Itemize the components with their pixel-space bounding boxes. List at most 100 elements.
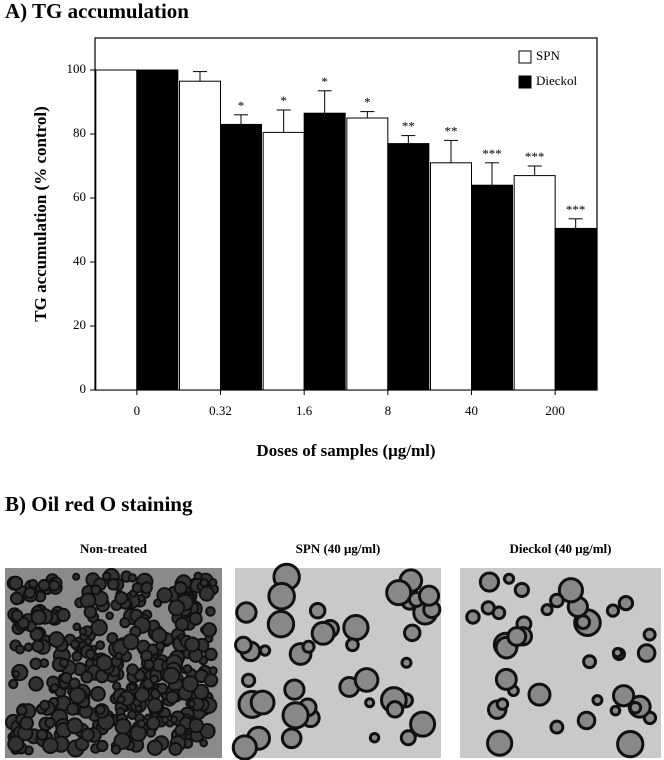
y-tick-label: 60 [73,189,86,204]
lipid-droplet [90,686,106,702]
lipid-droplet [156,587,173,604]
lipid-droplet [128,683,137,692]
lipid-droplet [385,579,413,607]
lipid-droplet [105,611,114,620]
lipid-droplet [68,686,87,705]
lipid-droplet [617,594,635,612]
lipid-droplet [14,644,26,655]
significance-label: *** [525,149,545,164]
bar [430,162,472,391]
lipid-droplet [280,727,303,750]
y-tick-label: 100 [67,61,87,76]
bar [220,123,262,391]
x-tick-label: 8 [385,403,392,418]
lipid-droplet [70,639,80,650]
lipid-droplet [385,700,405,719]
lipid-droplet [50,683,59,693]
significance-label: * [280,93,287,108]
significance-label: * [238,98,245,113]
lipid-droplet [201,622,217,638]
lipid-droplet [193,683,210,701]
lipid-droplet [37,578,51,592]
lipid-droplet [56,607,71,623]
lipid-droplet [127,573,138,583]
lipid-droplet [549,592,565,609]
lipid-droplet [28,578,39,589]
lipid-droplet [66,717,84,735]
lipid-droplet [150,627,168,644]
lipid-droplet [308,601,327,620]
lipid-droplet [249,689,276,716]
bar [554,227,597,391]
lipid-droplet [168,599,186,617]
chart-title: A) TG accumulation [5,0,189,23]
significance-label: ** [445,123,458,138]
lipid-droplet [72,572,81,581]
lipid-droplet [126,663,139,677]
lipid-droplet [72,622,82,632]
lipid-droplet [80,670,94,684]
lipid-droplet [136,719,147,729]
lipid-droplet [8,575,24,591]
lipid-droplet [102,571,112,581]
lipid-droplet [267,581,296,611]
lipid-droplet [506,626,528,647]
lipid-droplet [198,585,215,602]
lipid-droplet [642,627,657,642]
lipid-droplet [31,639,45,653]
lipid-droplet [495,697,510,711]
lipid-droplet [502,572,516,585]
y-tick-label: 40 [73,253,86,268]
lipid-droplet [78,627,88,636]
lipid-droplet [480,600,496,616]
lipid-droplet [41,737,59,754]
lipid-droplet [605,603,621,618]
plot-frame [94,37,598,391]
lipid-droplet [188,611,203,626]
lipid-droplet [156,682,169,695]
lipid-droplet [199,738,208,748]
lipid-droplet [611,684,636,708]
panel-label: Non-treated [80,541,148,556]
lipid-droplet [143,658,155,671]
legend-label: SPN [536,48,560,63]
lipid-droplet [134,686,151,703]
lipid-droplet [400,656,413,669]
lipid-droplet [119,616,131,629]
legend-label: Dieckol [536,73,578,88]
lipid-droplet [23,586,37,600]
lipid-droplet [147,697,164,714]
bar [303,112,346,391]
lipid-droplet [44,716,56,729]
lipid-droplet [368,731,381,744]
lipid-droplet [582,654,598,670]
lipid-droplet [60,671,73,685]
lipid-droplet [162,666,181,685]
lipid-droplet [116,695,126,704]
lipid-droplet [90,584,102,596]
lipid-droplet [23,642,34,652]
lipid-droplet [48,579,61,592]
lipid-droplet [240,672,257,688]
lipid-droplet [527,682,552,707]
lipid-droplet [203,673,219,688]
lipid-droplet [114,651,124,661]
lipid-droplet [513,581,530,599]
legend-swatch [518,75,532,89]
lipid-droplet [39,699,51,711]
lipid-droplet [235,601,258,624]
significance-label: *** [482,146,502,161]
significance-label: *** [566,202,586,217]
lipid-droplet [557,577,584,604]
lipid-droplet [65,702,80,716]
lipid-droplet [28,676,44,692]
y-axis-label: TG accumulation (% control) [31,106,50,321]
significance-label: * [321,74,328,89]
lipid-droplet [83,605,98,619]
lipid-droplet [19,715,34,731]
bar [95,69,138,391]
significance-label: ** [402,119,415,134]
lipid-droplet [114,718,132,736]
y-tick-label: 0 [80,381,87,396]
